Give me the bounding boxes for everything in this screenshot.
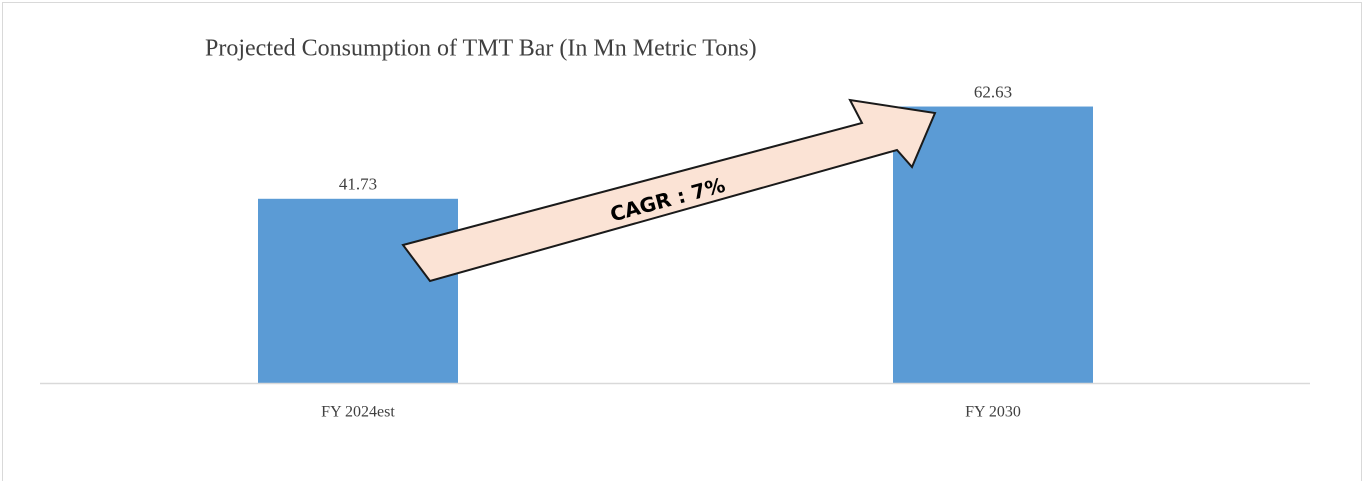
bar [258, 198, 458, 383]
data-label: 62.63 [974, 82, 1012, 101]
bar [893, 106, 1093, 383]
x-tick-label: FY 2030 [965, 404, 1021, 421]
chart-title: Projected Consumption of TMT Bar (In Mn … [205, 36, 757, 62]
x-tick-label: FY 2024est [321, 404, 395, 421]
data-label: 41.73 [339, 175, 377, 194]
cagr-arrow [401, 98, 937, 283]
